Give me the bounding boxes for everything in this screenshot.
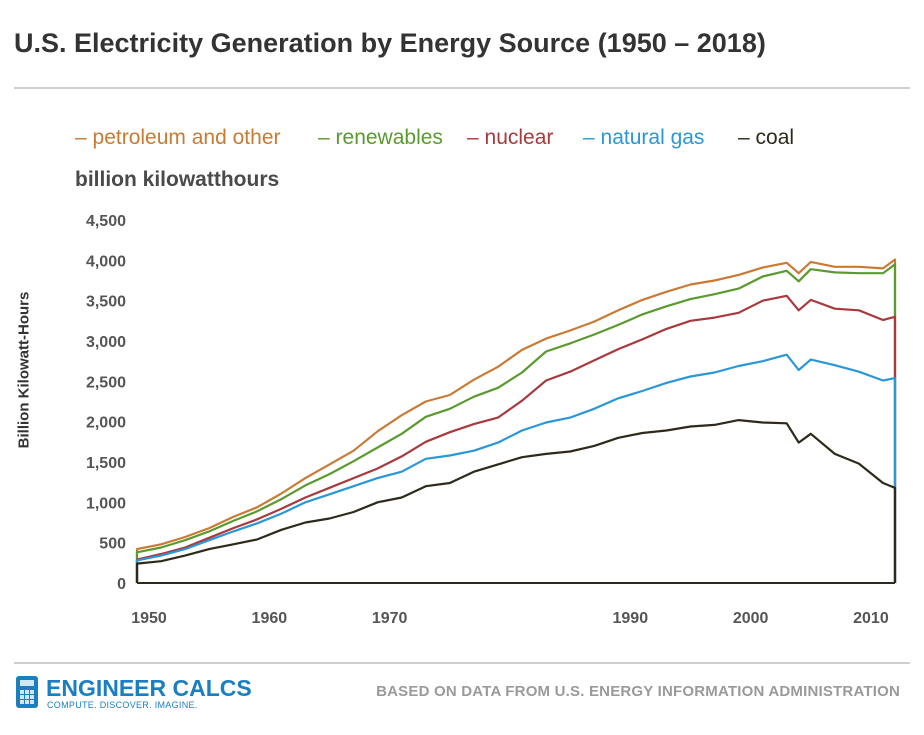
x-tick-label: 1950 xyxy=(131,610,167,627)
x-tick-label: 1990 xyxy=(613,610,649,627)
legend-item-nuclear: – nuclear xyxy=(467,126,553,150)
legend-label: renewables xyxy=(335,126,443,149)
series-line-renewables xyxy=(135,263,897,583)
legend-label: nuclear xyxy=(484,126,554,149)
x-tick-label: 1970 xyxy=(372,610,408,627)
y-tick-label: 2,500 xyxy=(86,374,126,391)
y-tick-label: 3,500 xyxy=(86,294,126,311)
legend-label: petroleum and other xyxy=(92,126,281,149)
legend-dash: – xyxy=(467,126,479,149)
series-line-petroleum-and-other xyxy=(135,258,897,583)
y-tick-label: 4,000 xyxy=(86,253,126,270)
y-tick-label: 3,000 xyxy=(86,334,126,351)
legend-dash: – xyxy=(75,126,87,149)
x-tick-label: 2000 xyxy=(733,610,769,627)
y-tick-label: 0 xyxy=(117,576,126,593)
brand-name: ENGINEER CALCS xyxy=(46,675,252,701)
legend-item-petroleum: – petroleum and other xyxy=(75,126,281,150)
source-note: BASED ON DATA FROM U.S. ENERGY INFORMATI… xyxy=(376,683,900,700)
x-tick-label: 2010 xyxy=(853,610,889,627)
legend-dash: – xyxy=(738,126,750,149)
y-tick-label: 1,500 xyxy=(86,455,126,472)
series-line-nuclear xyxy=(135,294,897,583)
legend-label: natural gas xyxy=(600,126,705,149)
legend-item-renewables: – renewables xyxy=(318,126,443,150)
legend-dash: – xyxy=(318,126,330,149)
chart-title: U.S. Electricity Generation by Energy So… xyxy=(14,28,766,58)
legend-item-coal: – coal xyxy=(738,126,794,150)
y-tick-label: 4,500 xyxy=(86,213,126,230)
top-divider xyxy=(14,87,910,89)
series-line-natural-gas xyxy=(135,353,897,583)
bottom-divider xyxy=(14,662,910,664)
y-tick-label: 2,000 xyxy=(86,415,126,432)
series-line-coal xyxy=(135,419,897,583)
calculator-icon xyxy=(16,676,38,708)
y-tick-label: 500 xyxy=(99,536,126,553)
legend-dash: – xyxy=(583,126,595,149)
brand-tagline: COMPUTE. DISCOVER. IMAGINE. xyxy=(47,700,198,710)
x-tick-label: 1960 xyxy=(252,610,288,627)
legend-item-natural-gas: – natural gas xyxy=(583,126,704,150)
legend-label: coal xyxy=(755,126,795,149)
chart-plot: 0 500 1,000 1,500 2,000 2,500 3,000 3,500 4,000 4… xyxy=(86,213,897,627)
y-tick-label: 1,000 xyxy=(86,495,126,512)
unit-label: billion kilowatthours xyxy=(75,168,280,191)
